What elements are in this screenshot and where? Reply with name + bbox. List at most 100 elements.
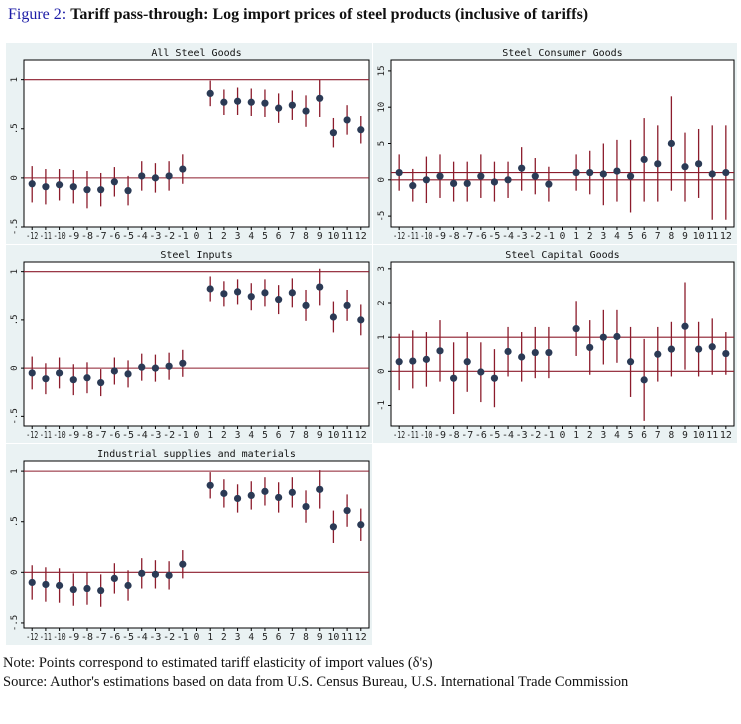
point-estimate <box>708 170 716 178</box>
point-estimate <box>722 349 730 358</box>
point-estimate <box>42 375 50 383</box>
point-estimate <box>55 581 64 590</box>
x-tick-label: -3 <box>516 430 528 441</box>
x-tick-label: -7 <box>95 430 107 441</box>
point-estimate <box>422 355 430 363</box>
x-tick-label: 0 <box>194 231 200 242</box>
plot-area <box>23 59 370 228</box>
point-estimate <box>247 98 255 106</box>
point-estimate <box>450 374 458 382</box>
point-estimate <box>83 186 91 194</box>
point-estimate <box>316 283 324 291</box>
point-estimate <box>275 493 283 502</box>
point-estimate <box>395 358 403 366</box>
point-estimate <box>463 179 471 188</box>
point-estimate <box>179 560 187 568</box>
point-estimate <box>329 523 338 531</box>
y-tick-label: 1 <box>10 269 20 274</box>
x-tick-label: 4 <box>614 430 620 441</box>
point-estimate <box>28 180 36 188</box>
x-tick-label: -1 <box>543 231 555 242</box>
point-estimate <box>613 167 621 175</box>
x-tick-label: 8 <box>669 430 675 441</box>
point-estimate <box>110 574 118 583</box>
x-tick-label: -11 <box>40 430 52 441</box>
x-tick-label: 7 <box>655 231 661 242</box>
x-tick-label: -10 <box>54 231 66 242</box>
y-tick-label: 1 <box>10 468 20 473</box>
y-tick-label: 0 <box>377 177 387 182</box>
point-estimate <box>477 172 485 180</box>
point-estimate <box>531 348 539 357</box>
point-estimate <box>151 364 160 372</box>
x-tick-label: 12 <box>720 231 732 242</box>
point-estimate <box>97 378 105 387</box>
x-tick-label: 10 <box>327 632 339 643</box>
x-tick-label: 6 <box>276 632 282 643</box>
y-tick-label: 0 <box>10 365 20 370</box>
point-estimate <box>302 502 310 511</box>
x-tick-label: -11 <box>407 231 419 242</box>
figure-label: Figure 2: <box>8 6 67 23</box>
point-estimate <box>316 485 324 493</box>
x-tick-label: 11 <box>341 231 353 242</box>
plot-area <box>23 261 370 427</box>
point-estimate <box>69 376 77 384</box>
note-text: Note: Points correspond to estimated tar… <box>3 655 433 671</box>
plot-area <box>390 59 735 228</box>
x-tick-label: -4 <box>136 632 148 643</box>
point-estimate <box>572 325 580 333</box>
point-estimate <box>233 288 242 296</box>
x-tick-label: 2 <box>221 231 227 242</box>
x-tick-label: -3 <box>149 632 161 643</box>
point-estimate <box>409 357 417 365</box>
point-estimate <box>275 296 283 304</box>
point-estimate <box>626 172 635 180</box>
x-tick-label: 7 <box>289 430 295 441</box>
x-tick-label: -6 <box>108 632 120 643</box>
point-estimate <box>28 578 36 587</box>
point-estimate <box>124 187 132 195</box>
x-tick-label: -6 <box>475 430 487 441</box>
y-tick-label: 1 <box>377 334 387 339</box>
point-estimate <box>357 126 365 134</box>
point-estimate <box>69 183 77 191</box>
point-estimate <box>695 345 703 353</box>
figure-title: Figure 2: Tariff pass-through: Log impor… <box>8 6 738 24</box>
x-tick-label: 12 <box>355 430 367 441</box>
point-estimate <box>220 290 228 298</box>
x-tick-label: -10 <box>420 231 432 242</box>
point-estimate <box>124 581 132 590</box>
x-tick-label: 9 <box>317 430 323 441</box>
x-tick-label: -2 <box>163 632 175 643</box>
x-tick-label: 9 <box>682 231 688 242</box>
point-estimate <box>247 293 255 301</box>
x-tick-label: -3 <box>516 231 528 242</box>
point-estimate <box>138 172 146 180</box>
x-tick-label: 3 <box>235 632 241 643</box>
y-tick-label: .5 <box>10 123 20 134</box>
x-tick-label: 0 <box>560 231 566 242</box>
point-estimate <box>151 174 160 182</box>
point-estimate <box>302 301 310 310</box>
point-estimate <box>409 182 417 190</box>
y-tick-label: -1 <box>377 400 387 411</box>
x-tick-label: 9 <box>682 430 688 441</box>
point-estimate <box>586 168 594 177</box>
x-tick-label: -5 <box>488 231 500 242</box>
y-tick-label: -.5 <box>10 408 20 424</box>
point-estimate <box>613 332 621 341</box>
point-estimate <box>463 358 471 366</box>
chart-title: All Steel Goods <box>151 48 241 59</box>
point-estimate <box>83 584 91 593</box>
point-estimate <box>504 347 512 356</box>
x-tick-label: -6 <box>108 231 120 242</box>
point-estimate <box>179 359 187 367</box>
figure-notes: Note: Points correspond to estimated tar… <box>3 654 738 691</box>
x-tick-label: -1 <box>177 231 189 242</box>
point-estimate <box>97 186 105 194</box>
x-tick-label: -1 <box>177 632 189 643</box>
panel-industrial-supplies: Industrial supplies and materials -.5 0 .5 1… <box>6 444 372 645</box>
point-estimate <box>722 168 730 177</box>
